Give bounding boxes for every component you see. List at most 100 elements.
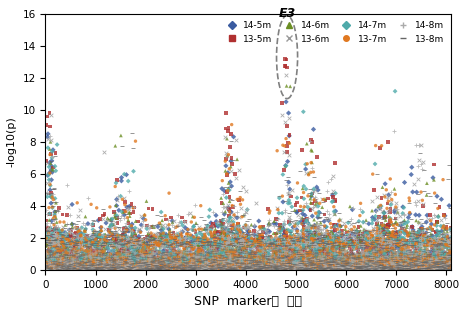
- Point: [414, 266, 421, 272]
- Point: [441, 266, 448, 271]
- Point: [348, 261, 356, 266]
- Point: [418, 267, 426, 272]
- Point: [156, 259, 163, 264]
- Point: [80, 252, 88, 257]
- Point: [128, 257, 136, 262]
- 13-8m: [256, 239, 263, 244]
- Point: [241, 266, 248, 271]
- 13-5m: [223, 231, 231, 236]
- Point: [315, 261, 323, 266]
- Point: [145, 256, 153, 261]
- Point: [171, 262, 178, 267]
- 13-8m: [318, 210, 326, 215]
- Point: [198, 267, 206, 272]
- Point: [45, 261, 52, 266]
- 14-6m: [299, 186, 306, 191]
- Point: [94, 263, 102, 268]
- Point: [47, 261, 54, 266]
- Point: [158, 267, 166, 272]
- Point: [147, 265, 154, 270]
- Point: [199, 256, 206, 261]
- 13-5m: [52, 227, 60, 232]
- Point: [92, 266, 99, 271]
- Point: [442, 254, 450, 259]
- Point: [87, 262, 95, 267]
- Point: [150, 261, 157, 266]
- Point: [427, 263, 435, 268]
- Point: [196, 262, 203, 267]
- Point: [411, 267, 418, 272]
- Point: [333, 259, 340, 264]
- Point: [76, 262, 84, 267]
- 14-6m: [227, 229, 234, 234]
- Point: [400, 260, 407, 265]
- Point: [360, 264, 367, 269]
- Point: [415, 253, 422, 258]
- Point: [84, 255, 92, 260]
- Point: [420, 265, 428, 270]
- Point: [415, 252, 423, 257]
- Point: [228, 266, 235, 272]
- Point: [383, 262, 391, 267]
- Point: [353, 258, 360, 263]
- Point: [269, 249, 277, 254]
- Point: [327, 266, 335, 271]
- Point: [422, 250, 430, 255]
- Point: [87, 265, 94, 270]
- Point: [133, 267, 141, 272]
- Point: [410, 260, 417, 265]
- 13-7m: [380, 236, 388, 241]
- Point: [409, 258, 416, 263]
- Point: [200, 251, 207, 256]
- Point: [240, 265, 248, 270]
- Point: [241, 249, 249, 254]
- Point: [380, 262, 388, 267]
- Point: [43, 267, 50, 272]
- Point: [283, 267, 290, 272]
- Point: [382, 258, 390, 263]
- Point: [325, 267, 333, 272]
- 14-6m: [270, 219, 278, 224]
- 13-6m: [225, 239, 233, 244]
- Point: [439, 265, 446, 270]
- Point: [208, 253, 215, 258]
- Point: [344, 267, 351, 272]
- Point: [212, 265, 219, 270]
- Point: [101, 262, 109, 267]
- Point: [428, 255, 436, 260]
- 14-6m: [213, 238, 221, 243]
- 14-6m: [301, 237, 309, 242]
- Point: [81, 257, 88, 262]
- Point: [359, 264, 366, 269]
- 14-8m: [335, 231, 343, 236]
- Point: [97, 254, 104, 259]
- Point: [338, 261, 345, 266]
- 14-5m: [433, 233, 440, 238]
- Point: [412, 248, 419, 253]
- Point: [211, 266, 219, 272]
- Point: [182, 261, 190, 266]
- Point: [248, 260, 256, 265]
- Point: [86, 261, 93, 266]
- Point: [375, 266, 383, 271]
- Point: [189, 253, 196, 258]
- Point: [66, 259, 74, 264]
- Point: [194, 257, 201, 262]
- Point: [310, 259, 317, 264]
- Point: [114, 260, 122, 265]
- Point: [64, 266, 72, 272]
- Point: [425, 251, 433, 256]
- Point: [78, 266, 86, 271]
- Point: [171, 260, 178, 265]
- Point: [247, 252, 254, 257]
- Point: [121, 259, 129, 264]
- Point: [213, 264, 220, 269]
- 13-5m: [300, 225, 307, 230]
- Point: [145, 262, 152, 267]
- Point: [401, 247, 408, 252]
- Point: [245, 261, 253, 266]
- 14-6m: [211, 232, 219, 237]
- 14-5m: [251, 224, 258, 229]
- Point: [144, 263, 151, 268]
- Point: [424, 266, 432, 272]
